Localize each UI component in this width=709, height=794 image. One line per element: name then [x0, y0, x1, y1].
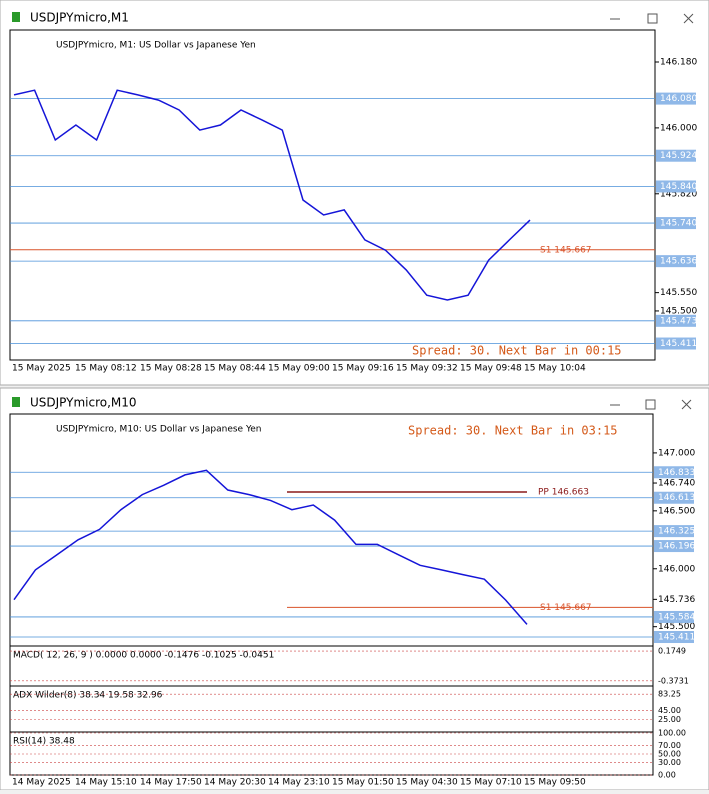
chart-title: USDJPYmicro, M10: US Dollar vs Japanese …: [56, 425, 262, 435]
level-tag: [654, 631, 694, 644]
indicator-label: ADX Wilder(8) 38.34 19.58 32.96: [13, 691, 163, 701]
level-tag: [656, 217, 696, 230]
x-tick-label: 15 May 09:32: [396, 364, 458, 374]
x-tick-label: 14 May 17:50: [140, 778, 202, 788]
window-icon: [12, 397, 20, 407]
indicator-tick-label: 70.00: [658, 741, 681, 750]
y-tick-label: 145.550: [660, 288, 697, 298]
x-tick-label: 15 May 09:48: [460, 364, 522, 374]
pivot-label: PP 146.663: [538, 487, 589, 497]
indicator-tick-label: 100.00: [658, 729, 686, 738]
y-tick-label: 147.000: [658, 448, 695, 458]
level-tag: [654, 491, 694, 504]
y-tick-label: 145.736: [658, 595, 695, 605]
level-tag: [656, 314, 696, 327]
x-tick-label: 14 May 20:30: [204, 778, 266, 788]
level-label: 145.411: [660, 339, 697, 349]
level-label: 146.325: [658, 527, 695, 537]
x-tick-label: 14 May 15:10: [75, 778, 137, 788]
spread: Spread: 30. Next Bar in 03:15: [408, 424, 618, 438]
y-tick-label: 146.000: [658, 564, 695, 574]
y-tick-label: 145.500: [660, 306, 697, 316]
level-label: 145.473: [660, 316, 697, 326]
x-tick-label: 15 May 01:50: [332, 778, 394, 788]
x-tick-label: 15 May 10:04: [524, 364, 586, 374]
price-line: [13, 469, 528, 625]
level-tag: [656, 255, 696, 268]
level-tag: [654, 525, 694, 538]
window-title: USDJPYmicro,M1: [30, 11, 129, 25]
x-tick-label: 15 May 2025: [12, 364, 71, 374]
level-tag: [654, 466, 694, 479]
support-label: S1 145.667: [540, 603, 592, 613]
level-label: 146.080: [660, 94, 697, 104]
x-tick-label: 15 May 09:00: [268, 364, 330, 374]
x-tick-label: 15 May 08:12: [75, 364, 137, 374]
level-label: 146.833: [658, 468, 695, 478]
x-tick-label: 15 May 04:30: [396, 778, 458, 788]
indicator-label: RSI(14) 38.48: [13, 737, 75, 747]
x-tick-label: 14 May 2025: [12, 778, 71, 788]
chart-title: USDJPYmicro, M1: US Dollar vs Japanese Y…: [56, 41, 256, 51]
indicator-tick-label: 45.00: [658, 706, 681, 715]
y-tick-label: 146.740: [658, 479, 695, 489]
price-line: [13, 89, 531, 301]
indicator-tick-label: 0.00: [658, 771, 676, 780]
level-tag: [654, 610, 694, 623]
support-label: S1 145.667: [540, 245, 592, 255]
x-tick-label: 15 May 09:50: [524, 778, 586, 788]
indicator-tick-label: 25.00: [658, 715, 681, 724]
indicator-label: MACD( 12, 26, 9 ) 0.0000 0.0000 -0.1476 …: [13, 651, 274, 661]
indicator-tick-label: 30.00: [658, 758, 681, 767]
indicator-tick-label: -0.3731: [658, 676, 689, 685]
level-tag: [654, 540, 694, 553]
chart-area: [9, 29, 656, 361]
level-label: 145.924: [660, 151, 697, 161]
y-tick-label: 146.500: [658, 506, 695, 516]
x-tick-label: 15 May 08:44: [204, 364, 266, 374]
level-label: 145.636: [660, 257, 697, 267]
level-label: 145.584: [658, 612, 695, 622]
level-tag: [656, 92, 696, 105]
indicator-tick-label: 83.25: [658, 690, 681, 699]
x-tick-label: 14 May 23:10: [268, 778, 330, 788]
window-title: USDJPYmicro,M10: [30, 396, 137, 410]
level-label: 145.740: [660, 219, 697, 229]
level-tag: [656, 180, 696, 193]
level-tag: [656, 337, 696, 350]
y-tick-label: 145.500: [658, 622, 695, 632]
window-icon: [12, 12, 20, 22]
level-label: 146.613: [658, 493, 695, 503]
spread: Spread: 30. Next Bar in 00:15: [412, 344, 622, 358]
x-tick-label: 15 May 07:10: [460, 778, 522, 788]
title-buttons[interactable]: [610, 13, 694, 410]
x-tick-label: 15 May 09:16: [332, 364, 394, 374]
y-tick-label: 145.820: [660, 189, 697, 199]
x-tick-label: 15 May 08:28: [140, 364, 202, 374]
y-tick-label: 146.180: [660, 57, 697, 67]
level-label: 145.840: [660, 182, 697, 192]
indicator-tick-label: 50.00: [658, 750, 681, 759]
y-tick-label: 146.000: [660, 123, 697, 133]
level-label: 146.196: [658, 542, 695, 552]
level-label: 145.411: [658, 633, 695, 643]
indicator-tick-label: 0.1749: [658, 647, 686, 656]
chart-area: [9, 413, 654, 776]
level-tag: [656, 149, 696, 162]
